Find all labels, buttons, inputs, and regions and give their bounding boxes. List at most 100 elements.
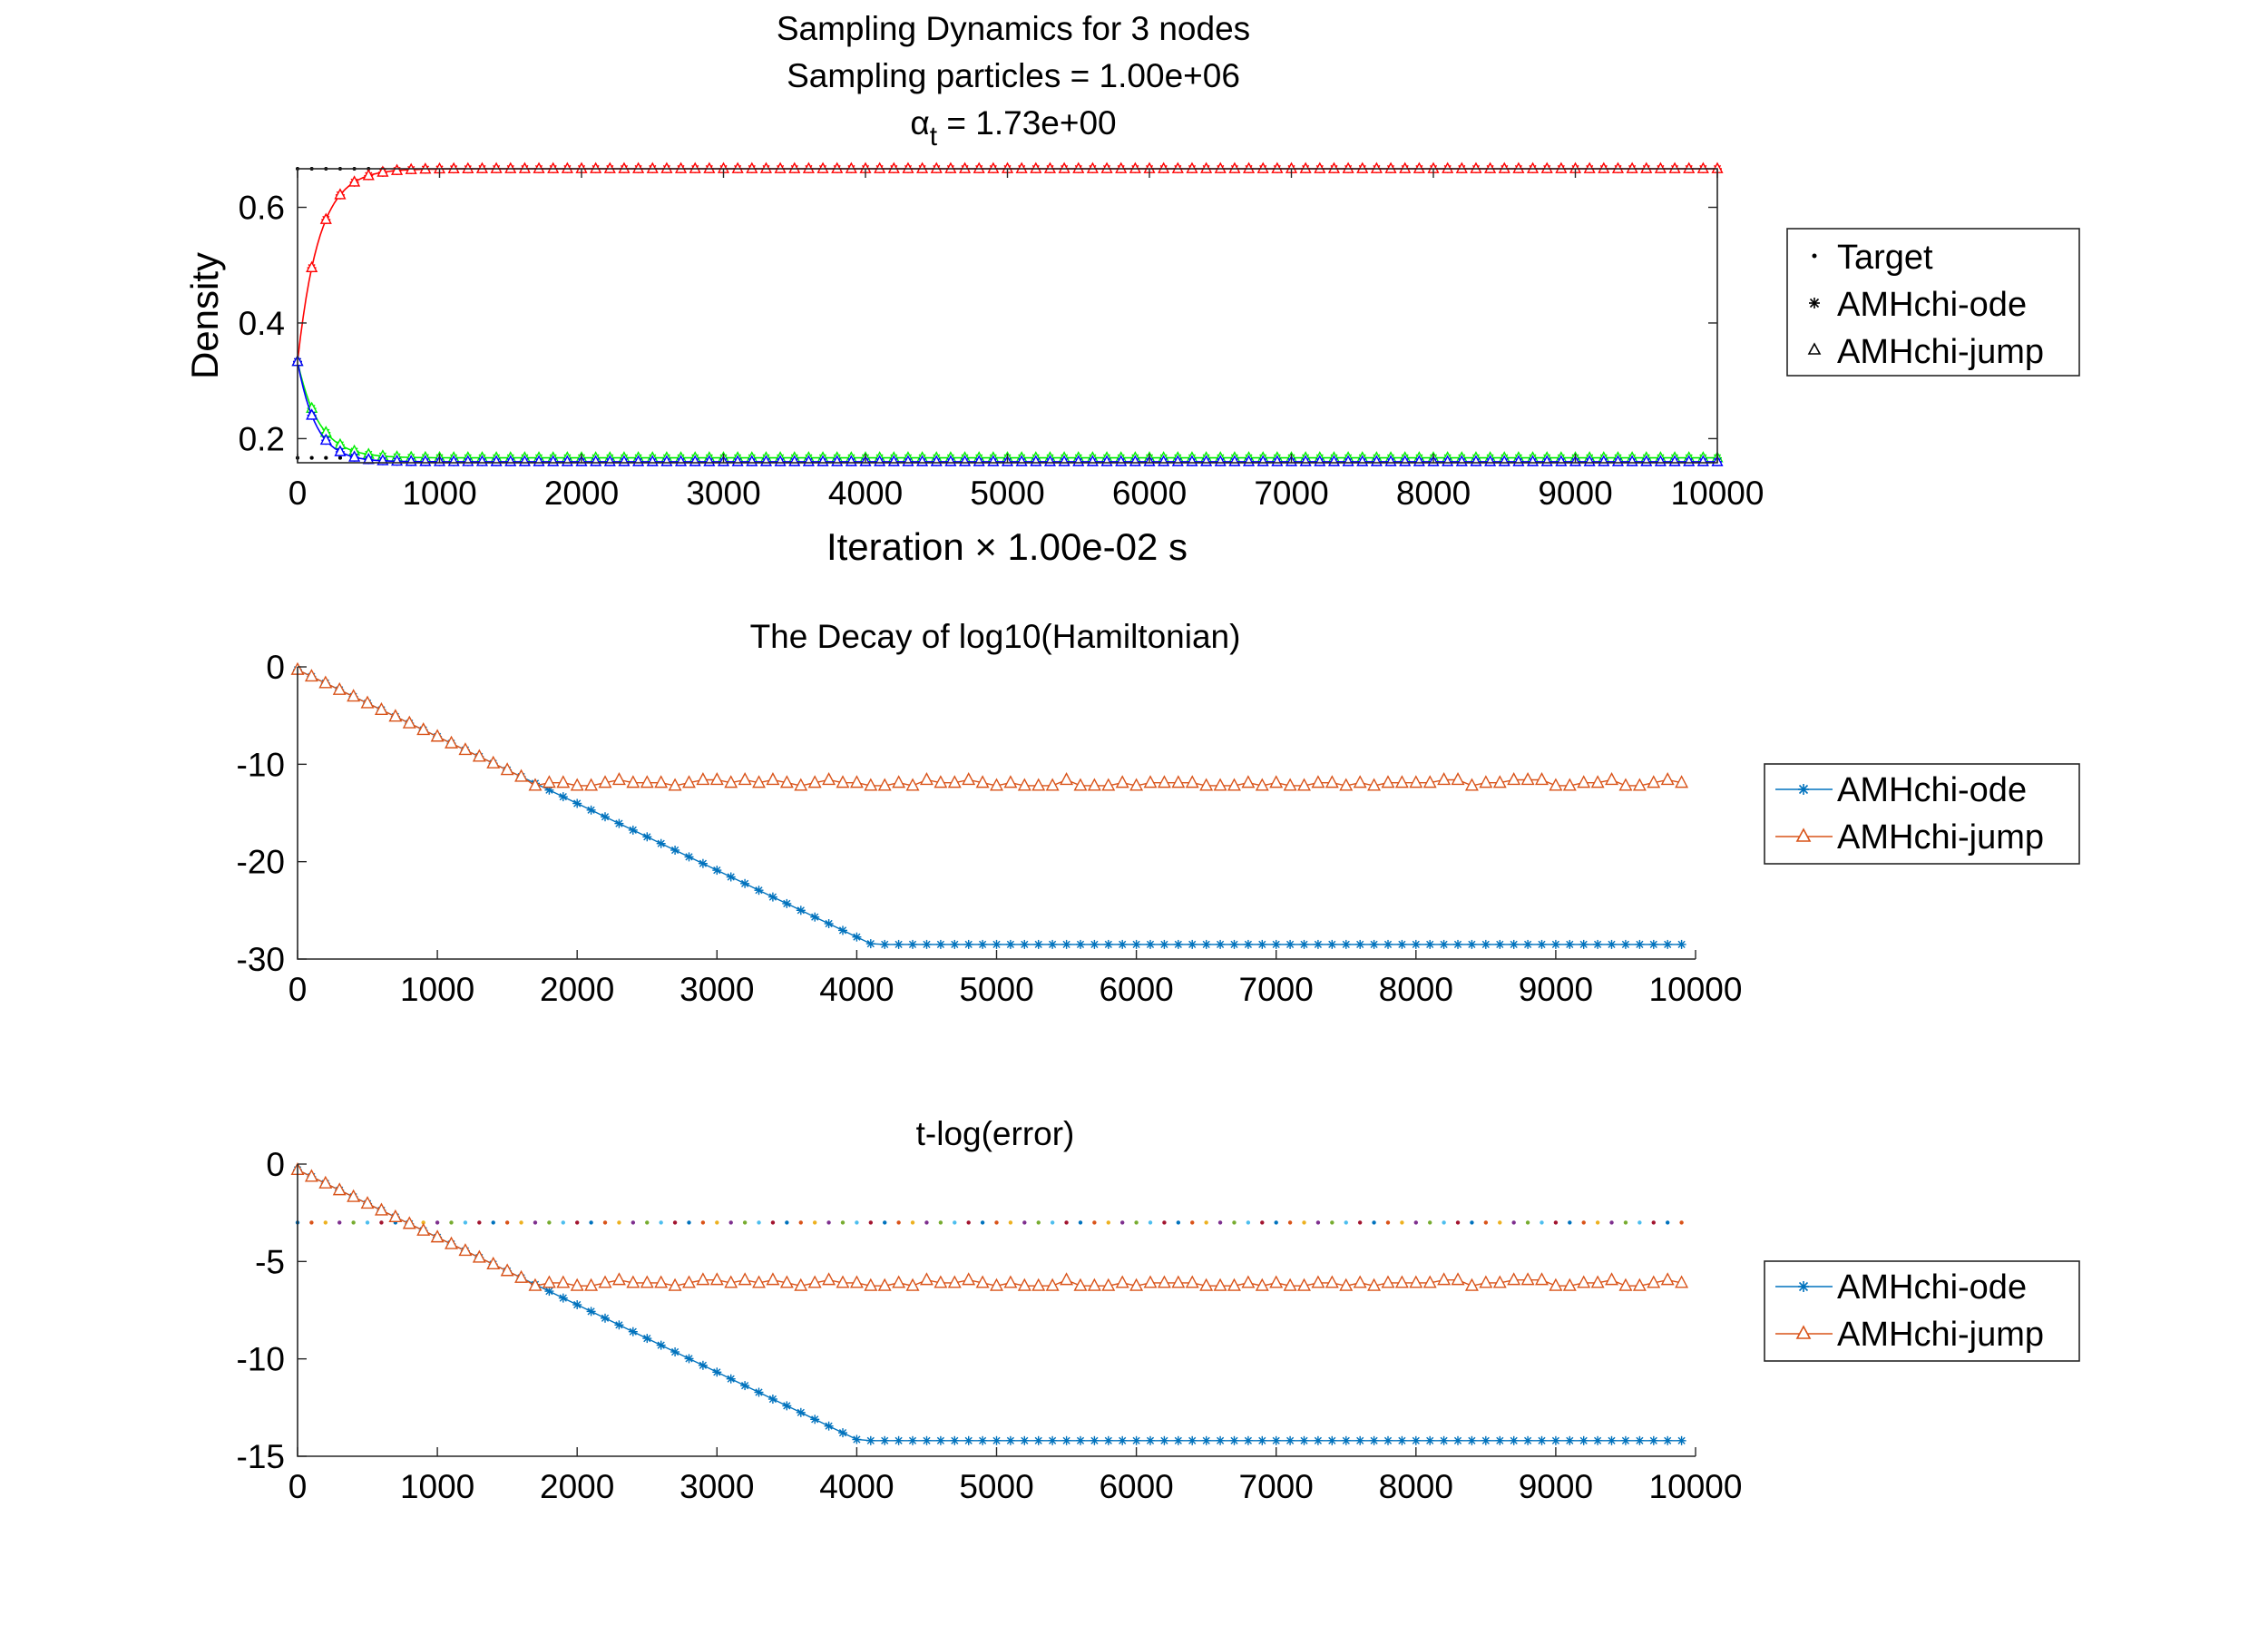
- AMHchi-jump-point: [1297, 1278, 1311, 1291]
- density-node-1-jump-point: [1271, 162, 1284, 173]
- hamiltonian-title: The Decay of log10(Hamiltonian): [750, 618, 1241, 655]
- AMHchi-ode-point: [950, 1435, 960, 1445]
- y-tick-label: 0.6: [239, 190, 285, 227]
- legend-line-triangle-icon: [1775, 827, 1833, 842]
- reference-point: [561, 1220, 565, 1225]
- AMHchi-jump-point: [1339, 1278, 1354, 1291]
- reference-point: [1190, 1220, 1195, 1225]
- reference-point: [365, 1220, 370, 1225]
- AMHchi-ode-point: [1677, 1435, 1686, 1445]
- reference-point: [1232, 1220, 1237, 1225]
- error-legend: AMHchi-ode AMHchi-jump: [1764, 1260, 2080, 1362]
- AMHchi-jump-point: [1325, 1275, 1339, 1288]
- AMHchi-jump-point: [332, 1182, 347, 1196]
- AMHchi-ode-point: [838, 1428, 847, 1438]
- density-node-1-jump-point: [1654, 162, 1667, 173]
- AMHchi-ode-point: [1550, 1435, 1560, 1445]
- AMHchi-ode-point: [1061, 939, 1071, 949]
- density-node-1-jump-point: [306, 260, 318, 272]
- AMHchi-jump-point: [1577, 775, 1591, 788]
- error-subplot: t-log(error) 0 1000 2000 3000 4000 5000 6000 70…: [237, 1115, 2080, 1505]
- AMHchi-ode-point: [1188, 939, 1198, 949]
- alpha-symbol: α: [910, 104, 929, 142]
- reference-point: [1609, 1220, 1614, 1225]
- AMHchi-ode-point: [1216, 1435, 1226, 1445]
- AMHchi-jump-point: [1003, 775, 1018, 788]
- AMHchi-jump-point: [1157, 1275, 1171, 1288]
- density-node-1-jump-point: [1442, 162, 1454, 173]
- reference-point: [826, 1220, 831, 1225]
- density-node-3-jump-point: [306, 408, 318, 420]
- AMHchi-jump-point: [1017, 1278, 1031, 1291]
- AMHchi-jump-point: [1283, 1278, 1297, 1291]
- x-tick-label: 7000: [1254, 475, 1328, 512]
- reference-point: [449, 1220, 454, 1225]
- AMHchi-jump-point: [1577, 1275, 1591, 1288]
- AMHchi-jump-point: [1647, 1275, 1661, 1288]
- reference-point: [1008, 1220, 1013, 1225]
- hamiltonian-subplot: The Decay of log10(Hamiltonian) 0 1000 200…: [237, 618, 2080, 1008]
- AMHchi-jump-point: [1171, 775, 1186, 788]
- AMHchi-jump-point: [709, 772, 724, 786]
- reference-point: [1148, 1220, 1153, 1225]
- reference-point: [1372, 1220, 1376, 1225]
- density-node-1-jump-point: [1583, 162, 1596, 173]
- AMHchi-ode-point: [1103, 939, 1113, 949]
- AMHchi-jump-point: [696, 772, 710, 786]
- AMHchi-jump-point: [1590, 1275, 1605, 1288]
- AMHchi-ode-point: [1131, 1435, 1141, 1445]
- AMHchi-ode-point: [754, 1387, 764, 1397]
- target-point: [309, 455, 314, 460]
- legend-line-triangle-icon: [1775, 1325, 1833, 1339]
- AMHchi-jump-point: [1185, 775, 1199, 788]
- reference-point: [1679, 1220, 1684, 1225]
- density-xlabel: Iteration × 1.00e-02 s: [826, 525, 1188, 568]
- x-tick-label: 8000: [1379, 1468, 1453, 1505]
- svg-text:αt = 1.73e+00: αt = 1.73e+00: [910, 104, 1116, 152]
- AMHchi-jump-point: [1535, 772, 1549, 786]
- AMHchi-jump-point: [1255, 1278, 1269, 1291]
- density-node-1-jump-point: [930, 162, 943, 173]
- reference-point: [812, 1220, 817, 1225]
- AMHchi-jump-point: [318, 675, 333, 689]
- density-node-1-jump-point: [902, 162, 914, 173]
- AMHchi-ode-point: [824, 1421, 834, 1431]
- reference-point: [1134, 1220, 1139, 1225]
- density-node-1-jump-point: [334, 188, 347, 200]
- AMHchi-jump-point: [962, 1272, 976, 1286]
- AMHchi-jump-point: [416, 721, 431, 736]
- density-node-3-jump-point: [348, 450, 361, 462]
- AMHchi-jump-point: [779, 775, 794, 788]
- density-node-1-jump-point: [1555, 162, 1568, 173]
- AMHchi-jump-point: [668, 1278, 682, 1291]
- density-legend-target: Target: [1837, 239, 1933, 277]
- AMHchi-ode-point: [558, 792, 568, 802]
- AMHchi-ode-point: [1481, 939, 1491, 949]
- AMHchi-ode-point: [1341, 1435, 1351, 1445]
- AMHchi-jump-point: [1437, 772, 1452, 786]
- AMHchi-jump-point: [1129, 1278, 1144, 1291]
- AMHchi-jump-point: [934, 775, 948, 788]
- y-tick-label: -5: [255, 1243, 285, 1280]
- AMHchi-ode-point: [1313, 939, 1323, 949]
- density-node-1-jump-point: [731, 162, 744, 173]
- AMHchi-jump-point: [1353, 775, 1367, 788]
- AMHchi-ode-point: [1425, 939, 1435, 949]
- AMHchi-jump-point: [1562, 778, 1577, 791]
- AMHchi-jump-point: [347, 1189, 361, 1202]
- x-tick-label: 2000: [540, 1468, 614, 1505]
- density-node-1-jump-point: [1626, 162, 1638, 173]
- AMHchi-jump-point: [1367, 778, 1382, 791]
- AMHchi-ode-point: [712, 1367, 722, 1377]
- reference-point: [798, 1220, 803, 1225]
- AMHchi-ode-point: [1005, 939, 1015, 949]
- AMHchi-ode-point: [1216, 939, 1226, 949]
- AMHchi-jump-point: [766, 772, 780, 786]
- figure-title-line-2: Sampling particles = 1.00e+06: [787, 57, 1240, 94]
- AMHchi-ode-point: [922, 939, 932, 949]
- hamiltonian-legend-box: [1764, 763, 2080, 865]
- AMHchi-jump-point: [1632, 1278, 1647, 1291]
- reference-point: [1385, 1220, 1391, 1225]
- AMHchi-ode-point: [782, 898, 792, 908]
- density-node-1-jump-point: [746, 162, 758, 173]
